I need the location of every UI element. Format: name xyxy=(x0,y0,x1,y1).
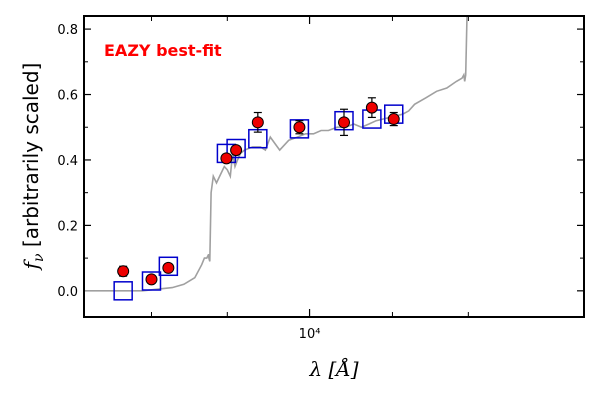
observed-flux-point xyxy=(293,121,306,134)
plot-layer xyxy=(84,16,469,301)
observed-flux-point xyxy=(251,116,264,129)
annotation-label: EAZY best-fit xyxy=(104,41,222,60)
y-tick-label: 0.6 xyxy=(57,89,78,104)
y-tick-label: 0.2 xyxy=(57,219,78,234)
observed-flux-point xyxy=(162,261,175,274)
model-flux-square xyxy=(113,281,133,301)
observed-flux-point xyxy=(387,113,400,126)
observed-flux-point xyxy=(338,116,351,129)
model-flux-square xyxy=(158,256,179,277)
model-flux-square xyxy=(141,271,162,291)
observed-flux-point xyxy=(220,152,233,165)
sed-model-line xyxy=(84,16,469,292)
observed-flux-point xyxy=(230,144,243,157)
y-tick-label: 0.4 xyxy=(57,154,78,169)
observed-flux-point xyxy=(117,265,130,278)
observed-flux-point xyxy=(145,273,158,286)
model-flux-square xyxy=(289,119,310,139)
plot-frame xyxy=(83,15,585,318)
y-tick-label: 0.8 xyxy=(57,23,78,38)
y-axis-label: fν [arbitrarily scaled] xyxy=(19,63,47,272)
ticks-layer: 0.0 0.2 0.4 0.6 0.8 10⁴ xyxy=(57,16,584,342)
x-axis-label: λ [Å] xyxy=(308,356,358,381)
x-tick-label: 10⁴ xyxy=(299,327,321,342)
y-tick-label: 0.0 xyxy=(57,285,78,300)
observed-flux-point xyxy=(365,101,378,114)
model-flux-square xyxy=(226,138,246,159)
